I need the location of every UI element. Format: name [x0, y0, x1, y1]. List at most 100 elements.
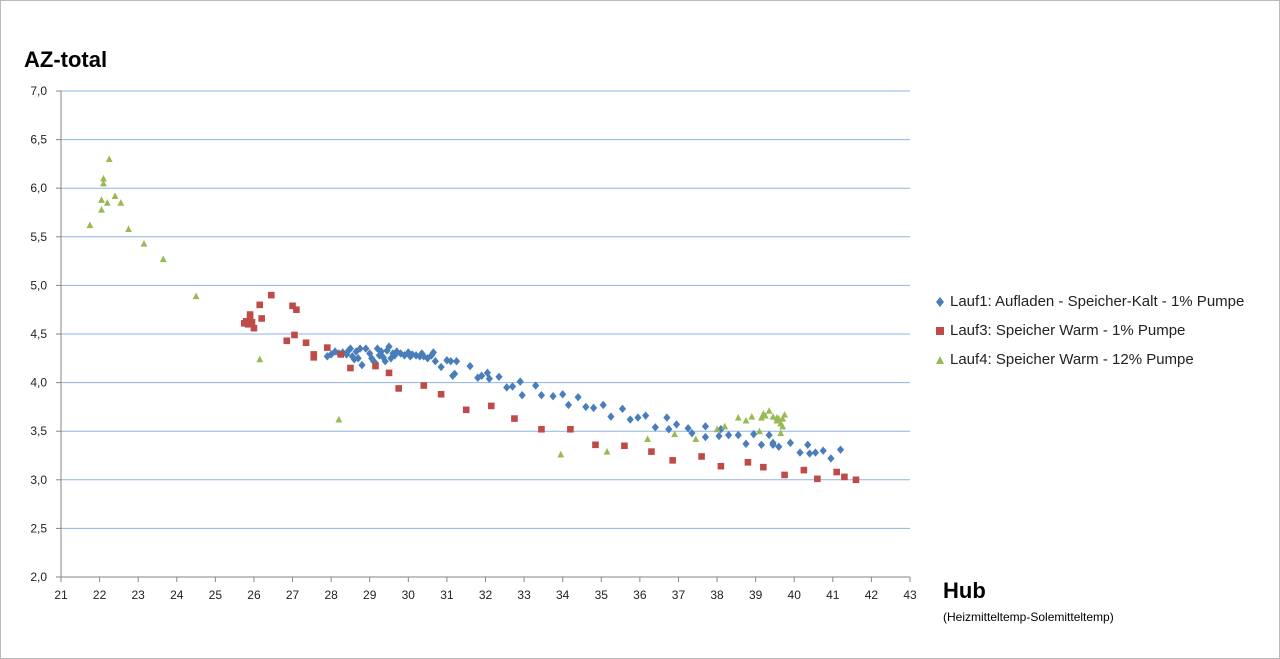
x-tick-label: 37	[672, 588, 686, 602]
point-series-1	[348, 352, 356, 361]
point-series-2	[814, 475, 821, 483]
legend-item-lauf3[interactable]: Lauf3: Speicher Warm - 1% Pumpe	[932, 316, 1244, 345]
legend-label-lauf1: Lauf1: Aufladen - Speicher-Kalt - 1% Pum…	[950, 293, 1245, 310]
point-series-2	[268, 291, 275, 299]
point-series-1	[701, 422, 710, 431]
point-series-1	[582, 402, 590, 412]
point-series-2	[744, 459, 752, 466]
point-series-1	[383, 346, 391, 355]
point-series-1	[757, 440, 766, 450]
point-series-1	[537, 391, 546, 400]
point-series-1	[451, 369, 459, 379]
point-series-3	[125, 225, 132, 233]
point-series-1	[819, 446, 827, 455]
point-series-1	[672, 420, 681, 429]
point-series-1	[769, 440, 777, 450]
y-tick-label: 4,0	[30, 376, 47, 390]
point-series-1	[827, 454, 835, 463]
point-series-3	[748, 413, 756, 420]
point-series-3	[777, 429, 785, 437]
point-series-1	[420, 352, 428, 361]
x-tick-label: 31	[440, 588, 454, 602]
legend-item-lauf4[interactable]: Lauf4: Speicher Warm - 12% Pumpe	[932, 345, 1244, 374]
point-series-2	[310, 354, 318, 361]
legend-swatch-lauf3	[936, 326, 944, 335]
point-series-2	[648, 448, 655, 455]
x-tick-label: 21	[54, 588, 68, 602]
y-tick-label: 5,5	[30, 230, 47, 244]
point-series-1	[806, 449, 814, 458]
x-tick-label: 38	[710, 588, 724, 602]
y-tick-label: 4,5	[30, 327, 47, 341]
x-tick-label: 24	[170, 588, 184, 602]
legend-swatch-lauf4	[936, 355, 944, 364]
point-series-3	[603, 448, 611, 455]
point-series-1	[377, 347, 385, 356]
point-series-1	[574, 392, 582, 402]
x-tick-label: 34	[556, 588, 570, 602]
point-series-1	[400, 351, 409, 360]
point-series-1	[452, 357, 461, 366]
point-series-2	[258, 315, 265, 322]
point-series-3	[111, 192, 119, 199]
point-series-1	[503, 383, 511, 392]
point-series-1	[688, 428, 696, 438]
point-series-1	[483, 368, 492, 378]
x-tick-label: 25	[209, 588, 223, 602]
point-series-1	[684, 424, 692, 433]
y-tick-label: 5,0	[30, 278, 47, 292]
point-series-2	[337, 351, 345, 358]
x-tick-label: 41	[826, 588, 840, 602]
point-series-1	[701, 432, 710, 442]
point-series-3	[671, 430, 678, 438]
point-series-3	[256, 355, 264, 363]
point-series-1	[742, 439, 750, 449]
point-series-2	[250, 324, 258, 332]
point-series-3	[98, 205, 105, 213]
point-series-2	[291, 331, 298, 339]
legend: Lauf1: Aufladen - Speicher-Kalt - 1% Pum…	[932, 287, 1244, 374]
legend-item-lauf1[interactable]: Lauf1: Aufladen - Speicher-Kalt - 1% Pum…	[932, 287, 1244, 316]
point-series-2	[852, 476, 860, 484]
point-series-1	[786, 438, 794, 448]
point-series-3	[644, 435, 651, 442]
data-points	[86, 155, 860, 484]
x-tick-label: 43	[903, 588, 917, 602]
point-series-1	[391, 351, 399, 360]
point-series-1	[599, 400, 607, 410]
point-series-3	[557, 450, 565, 458]
axes	[56, 90, 911, 582]
point-series-2	[833, 468, 840, 476]
point-series-3	[140, 240, 148, 247]
y-tick-label: 3,5	[30, 424, 47, 438]
point-series-2	[244, 320, 252, 328]
point-series-1	[427, 351, 436, 360]
point-series-3	[103, 199, 111, 206]
point-series-2	[289, 302, 296, 310]
point-series-1	[607, 412, 615, 421]
point-series-1	[466, 361, 474, 371]
point-series-1	[518, 391, 526, 400]
point-series-1	[447, 357, 455, 366]
legend-label-lauf4: Lauf4: Speicher Warm - 12% Pumpe	[950, 351, 1194, 368]
point-series-3	[765, 407, 773, 414]
point-series-2	[487, 402, 495, 410]
point-series-2	[698, 453, 705, 460]
point-series-2	[621, 442, 628, 450]
point-series-2	[283, 337, 291, 345]
point-series-2	[256, 301, 264, 309]
point-series-1	[836, 445, 845, 454]
point-series-1	[381, 357, 389, 366]
point-series-1	[665, 425, 673, 434]
point-series-2	[385, 369, 393, 377]
point-series-1	[366, 349, 374, 358]
point-series-1	[642, 411, 650, 420]
x-tick-label: 27	[286, 588, 300, 602]
point-series-1	[437, 362, 445, 372]
point-series-2	[717, 462, 725, 470]
legend-swatch-lauf1	[936, 296, 944, 307]
legend-label-lauf3: Lauf3: Speicher Warm - 1% Pumpe	[950, 322, 1186, 339]
x-tick-label: 36	[633, 588, 647, 602]
point-series-1	[495, 372, 503, 381]
x-tick-label: 28	[324, 588, 338, 602]
